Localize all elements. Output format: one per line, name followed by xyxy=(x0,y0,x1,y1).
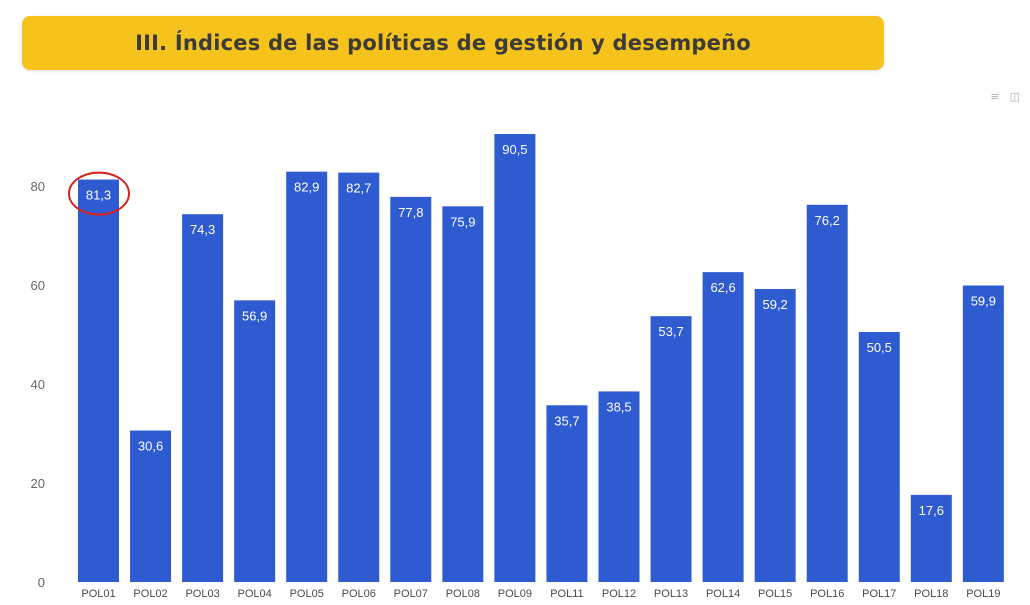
x-tick-label: POL18 xyxy=(914,588,948,600)
bar-pol08[interactable] xyxy=(442,206,484,583)
x-tick-label: POL06 xyxy=(342,588,376,600)
x-tick-label: POL15 xyxy=(758,588,792,600)
y-tick-label: 0 xyxy=(38,575,45,590)
data-label: 38,5 xyxy=(606,399,631,414)
chart-title: III. Índices de las políticas de gestión… xyxy=(135,31,751,55)
x-tick-label: POL03 xyxy=(185,588,219,600)
bar-pol13[interactable] xyxy=(650,316,692,582)
x-axis: POL01 POL02 POL03 POL04 POL05 POL06 POL07 POL08… xyxy=(81,588,1000,600)
x-tick-label: POL04 xyxy=(238,588,272,600)
data-label: 17,6 xyxy=(919,503,944,518)
bars xyxy=(78,134,1004,583)
data-label: 82,9 xyxy=(294,180,319,195)
data-label: 82,7 xyxy=(346,181,371,196)
y-axis: 0 20 40 60 80 xyxy=(31,179,45,590)
x-tick-label: POL16 xyxy=(810,588,844,600)
bar-pol02[interactable] xyxy=(130,430,172,582)
bar-pol06[interactable] xyxy=(338,172,380,582)
x-tick-label: POL09 xyxy=(498,588,532,600)
export-icon[interactable]: ◫ xyxy=(1009,90,1020,103)
bar-pol14[interactable] xyxy=(702,272,744,582)
bar-pol01[interactable] xyxy=(78,179,119,582)
y-tick-label: 40 xyxy=(31,377,45,392)
bar-pol19[interactable] xyxy=(962,285,1004,582)
data-label: 59,2 xyxy=(762,297,787,312)
x-tick-label: POL12 xyxy=(602,588,636,600)
x-tick-label: POL01 xyxy=(81,588,115,600)
data-label: 56,9 xyxy=(242,308,267,323)
x-tick-label: POL07 xyxy=(394,588,428,600)
x-tick-label: POL08 xyxy=(446,588,480,600)
x-tick-label: POL17 xyxy=(862,588,896,600)
bar-pol15[interactable] xyxy=(754,288,796,582)
x-tick-label: POL13 xyxy=(654,588,688,600)
highlight-layer xyxy=(68,171,130,216)
y-tick-label: 20 xyxy=(31,476,45,491)
x-tick-label: POL11 xyxy=(550,588,583,600)
bar-pol11[interactable] xyxy=(546,405,588,582)
data-label: 90,5 xyxy=(502,142,527,157)
title-banner: III. Índices de las políticas de gestión… xyxy=(22,16,884,70)
y-tick-label: 80 xyxy=(31,179,45,194)
bar-pol17[interactable] xyxy=(858,332,900,582)
data-label: 53,7 xyxy=(658,324,683,339)
menu-icon[interactable]: ≡ xyxy=(990,90,1000,103)
chart-toolbar: ≡ ◫ xyxy=(990,90,1020,103)
y-tick-label: 60 xyxy=(31,278,45,293)
bar-pol04[interactable] xyxy=(234,300,276,582)
x-tick-label: POL02 xyxy=(133,588,167,600)
data-label: 81,3 xyxy=(86,188,111,203)
bar-pol12[interactable] xyxy=(598,391,640,582)
bar-pol16[interactable] xyxy=(806,204,848,582)
data-label: 30,6 xyxy=(138,439,163,454)
x-tick-label: POL19 xyxy=(966,588,1000,600)
bar-pol09[interactable] xyxy=(494,134,536,582)
data-label: 76,2 xyxy=(815,213,840,228)
data-label: 59,9 xyxy=(971,293,996,308)
data-labels: 81,3 30,6 74,3 56,9 82,9 82,7 77,8 75,9 90,5 35,7… xyxy=(86,142,996,518)
data-label: 75,9 xyxy=(450,214,475,229)
data-label: 77,8 xyxy=(398,205,423,220)
bar-pol03[interactable] xyxy=(182,214,224,582)
bar-pol18[interactable] xyxy=(910,494,952,582)
x-tick-label: POL14 xyxy=(706,588,740,600)
highlight-circle xyxy=(68,171,130,216)
bar-pol07[interactable] xyxy=(390,196,432,582)
data-label: 50,5 xyxy=(867,340,892,355)
data-label: 62,6 xyxy=(710,280,735,295)
data-label: 35,7 xyxy=(554,413,579,428)
x-tick-label: POL05 xyxy=(290,588,324,600)
data-label: 74,3 xyxy=(190,222,215,237)
bar-pol05[interactable] xyxy=(286,171,328,582)
